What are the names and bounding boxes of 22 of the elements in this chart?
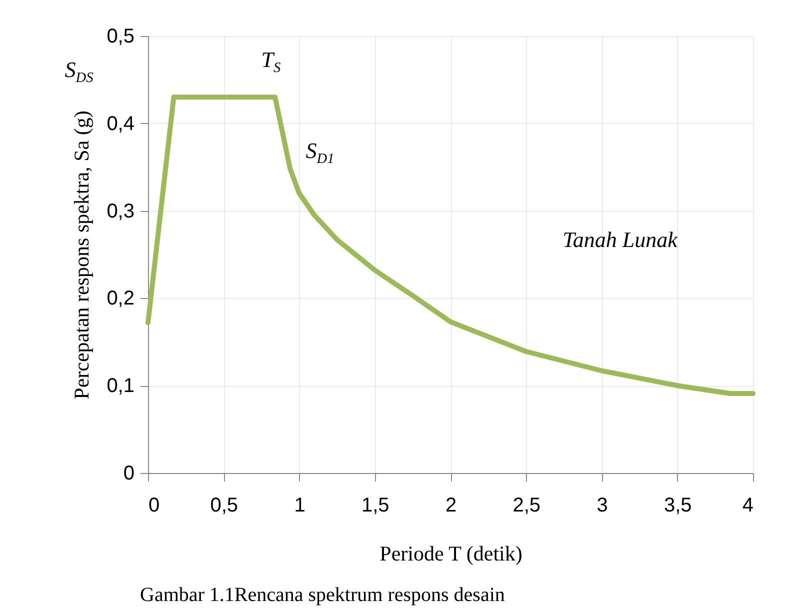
x-tick-label: 1,5 — [361, 494, 390, 516]
x-tick-label: 1 — [294, 494, 306, 516]
annotation: Tanah Lunak — [562, 227, 678, 253]
y-tick-label: 0 — [123, 462, 134, 484]
x-tick-label: 0,5 — [210, 494, 238, 516]
y-tick-label: 0,1 — [106, 375, 134, 398]
x-axis-title: Periode T (detik) — [380, 542, 522, 566]
x-tick-label: 3 — [596, 494, 608, 516]
y-tick-label: 0,5 — [106, 26, 134, 48]
x-tick-label: 2,5 — [512, 494, 541, 516]
x-tick-label: 0 — [148, 494, 160, 516]
y-tick-label: 0,3 — [106, 200, 134, 222]
annotation: S$_{D1}$ — [306, 138, 334, 168]
x-tick-label: 3,5 — [664, 494, 692, 516]
text: S$_{DS}$ — [64, 56, 94, 88]
y-tick-label: 0,4 — [106, 112, 134, 135]
annotation: T$_{S}$ — [261, 46, 281, 78]
x-tick-label: 4 — [742, 494, 754, 516]
text: Gambar 1.1Rencana spektrum respons desain — [140, 584, 505, 607]
y-axis-title: Percepatan respons spektra, Sa (g) — [70, 110, 94, 400]
y-tick-label: 0,2 — [106, 288, 134, 310]
x-tick-label: 2 — [445, 494, 457, 516]
